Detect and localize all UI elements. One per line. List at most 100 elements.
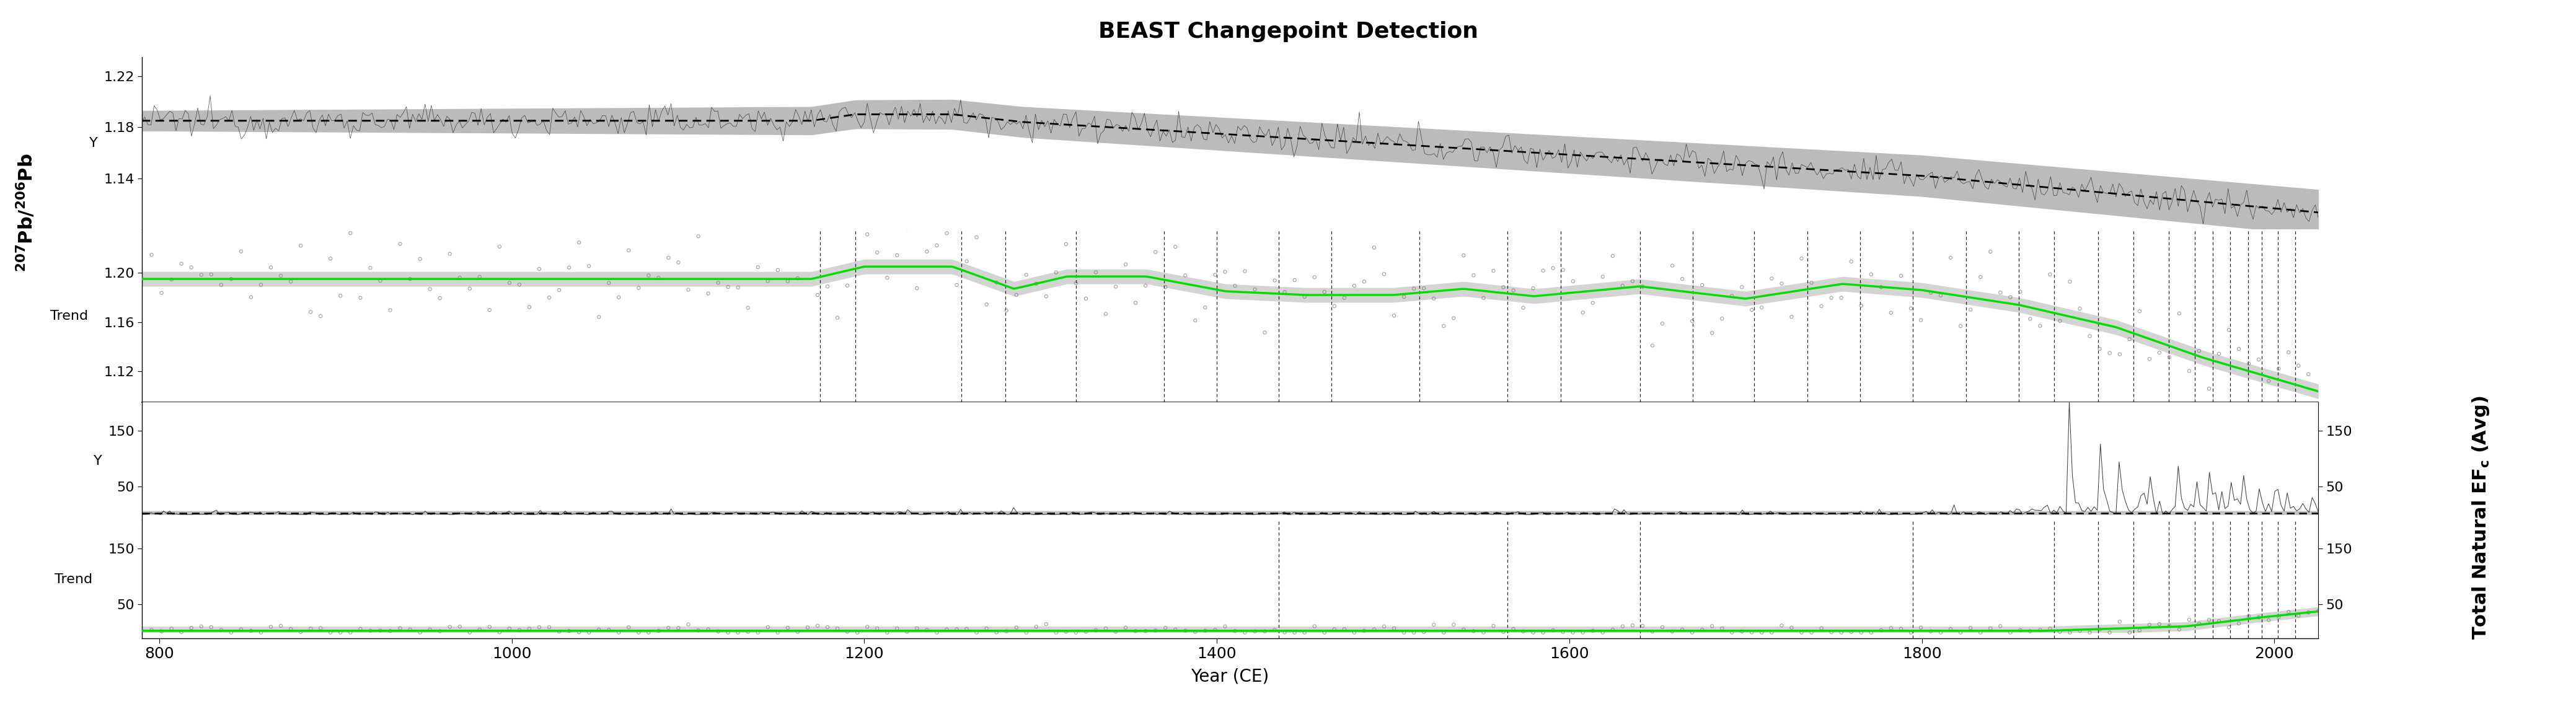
Point bbox=[1105, 622, 1146, 633]
Point bbox=[1283, 291, 1324, 303]
Point bbox=[1971, 623, 2012, 634]
Point bbox=[2138, 618, 2179, 630]
Point bbox=[688, 288, 729, 299]
Point bbox=[1283, 627, 1324, 638]
Point bbox=[1999, 625, 2040, 636]
Point bbox=[1672, 627, 1713, 638]
Point bbox=[1363, 269, 1404, 280]
Point bbox=[827, 280, 868, 291]
Point bbox=[1631, 626, 1672, 637]
Point bbox=[479, 241, 520, 252]
Point bbox=[2218, 343, 2259, 354]
Point bbox=[1741, 302, 1783, 313]
Point bbox=[459, 272, 500, 283]
Point bbox=[806, 622, 848, 633]
Point bbox=[1880, 270, 1922, 281]
Point bbox=[2030, 623, 2071, 635]
Point bbox=[389, 273, 430, 284]
Point bbox=[2228, 610, 2269, 622]
Point bbox=[131, 249, 173, 260]
Point bbox=[806, 281, 848, 292]
Point bbox=[2128, 353, 2169, 364]
Point bbox=[848, 229, 889, 240]
Point bbox=[1255, 275, 1296, 286]
Point bbox=[260, 620, 301, 632]
Point bbox=[1414, 619, 1455, 630]
Point bbox=[1056, 627, 1097, 638]
Point bbox=[1940, 320, 1981, 332]
Point bbox=[1790, 277, 1832, 289]
Point bbox=[1084, 623, 1126, 634]
Point bbox=[281, 626, 322, 637]
Point bbox=[2050, 276, 2092, 287]
Point bbox=[1911, 287, 1953, 298]
Point bbox=[1432, 619, 1473, 630]
Point bbox=[1314, 624, 1355, 635]
Point bbox=[1561, 307, 1602, 318]
Point bbox=[1443, 624, 1484, 635]
Point bbox=[1989, 291, 2030, 303]
Point bbox=[1860, 281, 1901, 293]
Point bbox=[438, 272, 479, 284]
Y-axis label: Trend: Trend bbox=[54, 573, 93, 586]
Point bbox=[945, 255, 987, 267]
Point bbox=[1790, 627, 1832, 638]
Point bbox=[927, 228, 969, 239]
Point bbox=[2169, 365, 2210, 376]
Point bbox=[1383, 291, 1425, 303]
Point bbox=[559, 627, 600, 638]
Point bbox=[2277, 360, 2318, 372]
Point bbox=[1056, 277, 1097, 289]
Point bbox=[1453, 625, 1494, 637]
Point bbox=[528, 292, 569, 303]
Point bbox=[1710, 290, 1752, 301]
Point bbox=[577, 311, 618, 323]
Point bbox=[2208, 622, 2249, 633]
Point bbox=[1144, 622, 1185, 633]
Point bbox=[1752, 627, 1793, 638]
Point bbox=[2159, 308, 2200, 319]
Point bbox=[350, 625, 392, 637]
Point bbox=[361, 275, 402, 286]
Point bbox=[1175, 315, 1216, 326]
Point bbox=[1234, 625, 1275, 637]
Point bbox=[639, 272, 680, 284]
Point bbox=[1502, 302, 1543, 313]
Point bbox=[917, 627, 958, 638]
Point bbox=[737, 262, 778, 273]
Point bbox=[500, 625, 541, 636]
Point bbox=[2040, 626, 2081, 637]
Point bbox=[1175, 626, 1216, 637]
Point bbox=[1592, 624, 1633, 635]
Point bbox=[726, 302, 768, 313]
Point bbox=[1692, 328, 1734, 339]
Point bbox=[430, 621, 471, 632]
Point bbox=[448, 627, 489, 638]
Point bbox=[837, 627, 878, 638]
Point bbox=[2079, 624, 2120, 635]
Point bbox=[788, 215, 829, 226]
Point bbox=[1373, 623, 1414, 634]
Point bbox=[1950, 623, 1991, 634]
Point bbox=[796, 289, 837, 301]
Point bbox=[142, 287, 183, 298]
Point bbox=[518, 263, 559, 274]
Point bbox=[858, 247, 899, 258]
Point bbox=[1255, 624, 1296, 635]
Point bbox=[935, 624, 976, 635]
Point bbox=[618, 627, 659, 638]
Point bbox=[1999, 286, 2040, 297]
Point bbox=[817, 623, 858, 634]
Point bbox=[170, 262, 211, 273]
Point bbox=[438, 621, 479, 632]
Point bbox=[956, 627, 997, 638]
Point bbox=[1602, 620, 1643, 632]
Point bbox=[1185, 302, 1226, 313]
Point bbox=[211, 627, 252, 638]
Point bbox=[917, 240, 958, 251]
Point bbox=[1414, 293, 1455, 304]
Point bbox=[528, 622, 569, 633]
Point bbox=[907, 246, 948, 257]
Point bbox=[2120, 625, 2161, 636]
Point bbox=[1265, 627, 1306, 638]
